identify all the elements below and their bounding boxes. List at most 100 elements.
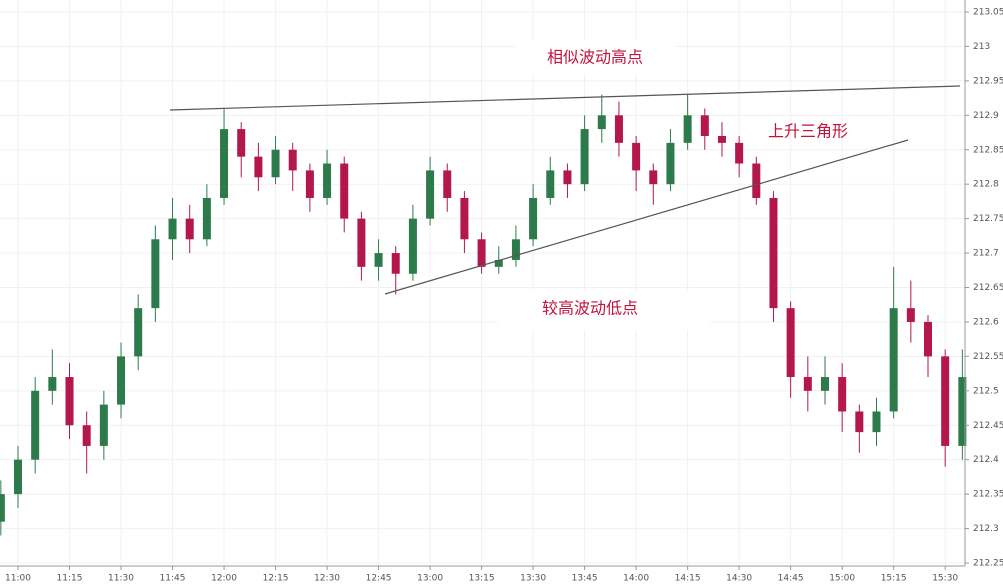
candle-body xyxy=(717,135,726,143)
x-tick-label: 14:15 xyxy=(675,574,701,584)
x-tick-label: 15:00 xyxy=(829,574,855,584)
candle-body xyxy=(752,163,761,198)
candle-body xyxy=(305,170,314,198)
x-tick-label: 14:30 xyxy=(726,574,752,584)
candle-body xyxy=(649,170,658,185)
candle-body xyxy=(700,115,709,136)
y-tick-label: 212.65 xyxy=(973,283,1003,293)
candle-body xyxy=(941,356,950,446)
candle-body xyxy=(237,129,246,157)
y-tick-label: 212.3 xyxy=(973,524,999,534)
candle-body xyxy=(323,163,332,198)
y-tick-label: 212.45 xyxy=(973,421,1003,431)
candle-body xyxy=(511,239,520,260)
y-tick-label: 212.95 xyxy=(973,76,1003,86)
candle-body xyxy=(820,377,829,391)
candle-body xyxy=(786,308,795,378)
candle-body xyxy=(855,411,864,433)
candle-body xyxy=(872,411,881,433)
candle-body xyxy=(529,197,538,240)
candle-body xyxy=(168,218,177,240)
x-tick-label: 12:15 xyxy=(263,574,289,584)
y-tick-label: 212.85 xyxy=(973,145,1003,155)
candle-body xyxy=(31,390,40,460)
candle-body xyxy=(803,377,812,391)
y-tick-label: 212.9 xyxy=(973,111,999,121)
candle-body xyxy=(563,170,572,185)
y-tick-label: 212.35 xyxy=(973,490,1003,500)
x-tick-label: 12:45 xyxy=(366,574,392,584)
candle-body xyxy=(838,377,847,412)
candle-body xyxy=(0,494,5,522)
x-tick-label: 12:30 xyxy=(314,574,340,584)
candle-body xyxy=(14,459,22,495)
candle-body xyxy=(340,163,349,219)
y-tick-label: 212.4 xyxy=(973,455,999,465)
x-tick-label: 11:30 xyxy=(108,574,134,584)
candle-body xyxy=(769,197,778,309)
candle-body xyxy=(460,197,469,240)
x-tick-label: 13:45 xyxy=(572,574,598,584)
candle-body xyxy=(271,149,280,178)
annotation-box xyxy=(515,40,675,74)
axes: 212.25 212.3 212.35 212.4 212.45 212.5 212.55 2… xyxy=(5,8,1003,584)
x-tick-label: 15:30 xyxy=(932,574,958,584)
x-tick-label: 13:30 xyxy=(520,574,546,584)
candle-body xyxy=(117,356,126,405)
y-tick-label: 213 xyxy=(973,42,990,52)
candle-body xyxy=(597,115,606,130)
annotation-box xyxy=(498,290,710,330)
candle-body xyxy=(408,218,417,274)
x-tick-label: 11:00 xyxy=(5,574,31,584)
y-tick-label: 212.75 xyxy=(973,214,1003,224)
resistance-trendline xyxy=(169,85,961,111)
candles xyxy=(0,94,967,536)
candle-body xyxy=(546,170,555,198)
x-tick-label: 15:15 xyxy=(881,574,907,584)
candle-body xyxy=(632,142,641,171)
candle-body xyxy=(906,308,915,322)
annotation: 相似波动高点 xyxy=(547,48,643,67)
candle-body xyxy=(494,259,503,267)
candle-body xyxy=(683,115,692,143)
y-tick-label: 212.6 xyxy=(973,317,999,327)
x-tick-label: 11:15 xyxy=(57,574,83,584)
candle-body xyxy=(477,239,486,267)
candle-body xyxy=(958,377,967,446)
annotation: 较高波动低点 xyxy=(542,299,638,318)
candle-body xyxy=(288,149,297,171)
candle-body xyxy=(924,321,933,357)
candle-body xyxy=(357,218,366,267)
candle-body xyxy=(48,377,57,391)
x-tick-label: 13:00 xyxy=(417,574,443,584)
candle-body xyxy=(443,170,452,198)
x-tick-label: 11:45 xyxy=(160,574,186,584)
x-tick-label: 12:00 xyxy=(211,574,237,584)
y-tick-label: 212.8 xyxy=(973,180,999,190)
y-tick-label: 212.5 xyxy=(973,386,999,396)
y-tick-label: 213.05 xyxy=(973,8,1003,18)
x-tick-label: 14:45 xyxy=(778,574,804,584)
candle-body xyxy=(374,253,383,267)
candle-body xyxy=(82,425,91,446)
candle-body xyxy=(99,404,108,446)
x-tick-label: 13:15 xyxy=(469,574,495,584)
candle-body xyxy=(202,197,211,240)
y-tick-label: 212.25 xyxy=(973,559,1003,569)
candle-body xyxy=(666,142,675,185)
candle-body xyxy=(614,115,623,143)
annotation: 上升三角形 xyxy=(768,122,848,141)
candle-body xyxy=(185,218,194,240)
candle-body xyxy=(134,308,143,357)
candle-body xyxy=(391,253,400,274)
candle-body xyxy=(889,308,898,412)
candle-body xyxy=(735,142,744,164)
candle-body xyxy=(254,156,263,178)
y-tick-label: 212.55 xyxy=(973,352,1003,362)
candle-body xyxy=(151,239,160,309)
candle-body xyxy=(580,129,589,185)
candle-body xyxy=(426,170,435,219)
y-tick-label: 212.7 xyxy=(973,249,999,259)
x-tick-label: 14:00 xyxy=(623,574,649,584)
